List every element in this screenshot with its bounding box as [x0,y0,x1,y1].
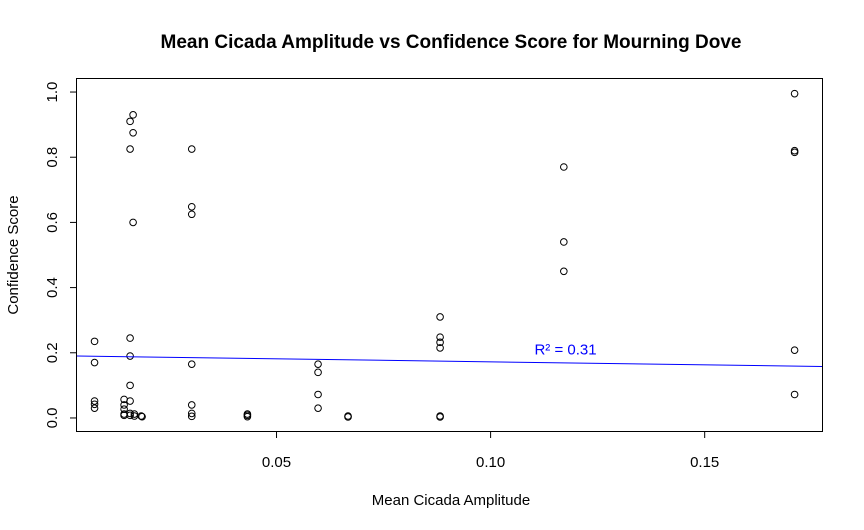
data-point [90,404,99,412]
data-point [138,412,146,421]
data-point [790,346,799,354]
y-axis-label: Confidence Score [5,195,22,314]
x-axis: 0.05 0.10 0.15 [262,431,719,471]
y-tick-label: 0.2 [44,342,61,363]
data-point [129,128,137,137]
y-tick-label: 1.0 [44,82,61,103]
data-point [436,413,444,421]
data-point [187,210,196,219]
data-point [129,218,137,227]
regression-line-group: R² = 0.31 [76,342,823,367]
data-points [90,89,799,421]
r-squared-annotation: R² = 0.31 [534,342,596,359]
data-point [243,412,252,421]
data-point [436,313,444,321]
x-tick-label: 0.05 [262,454,291,471]
data-point [137,412,146,420]
data-point [187,401,196,409]
data-point [126,352,134,360]
data-point [436,344,444,352]
data-point [126,334,134,342]
data-point [90,400,99,409]
data-point [560,163,568,171]
y-tick-label: 0.0 [44,408,61,429]
data-point [790,148,799,157]
y-axis: 0.0 0.2 0.4 0.6 0.8 1.0 [44,82,77,429]
x-tick-label: 0.10 [476,454,505,471]
data-point [126,397,134,405]
data-point [126,411,134,420]
data-point [90,397,99,405]
data-point [126,409,134,418]
data-point [120,401,128,409]
data-point [436,338,444,347]
data-point [126,381,134,390]
data-point [560,238,568,246]
data-point [314,390,322,399]
x-axis-label: Mean Cicada Amplitude [372,492,530,509]
data-point [187,145,196,153]
y-tick-label: 0.4 [44,277,61,298]
data-point [130,410,139,418]
x-tick-label: 0.15 [690,454,719,471]
chart-title: Mean Cicada Amplitude vs Confidence Scor… [161,32,742,53]
data-point [129,111,137,119]
data-point [790,89,799,98]
data-point [126,145,134,153]
data-point [187,409,196,418]
data-point [90,358,99,367]
data-point [314,404,322,412]
regression-line [76,355,823,367]
data-point [90,337,99,346]
plot-frame [76,78,823,432]
data-point [560,267,568,276]
data-point [126,117,134,126]
data-point [187,412,196,421]
data-point [436,333,444,341]
data-point [314,360,322,368]
y-tick-label: 0.8 [44,147,61,168]
data-point [314,368,322,377]
data-point [344,413,352,421]
data-point [187,360,196,368]
y-tick-label: 0.6 [44,212,61,233]
data-point [790,390,799,399]
data-point [187,202,196,211]
